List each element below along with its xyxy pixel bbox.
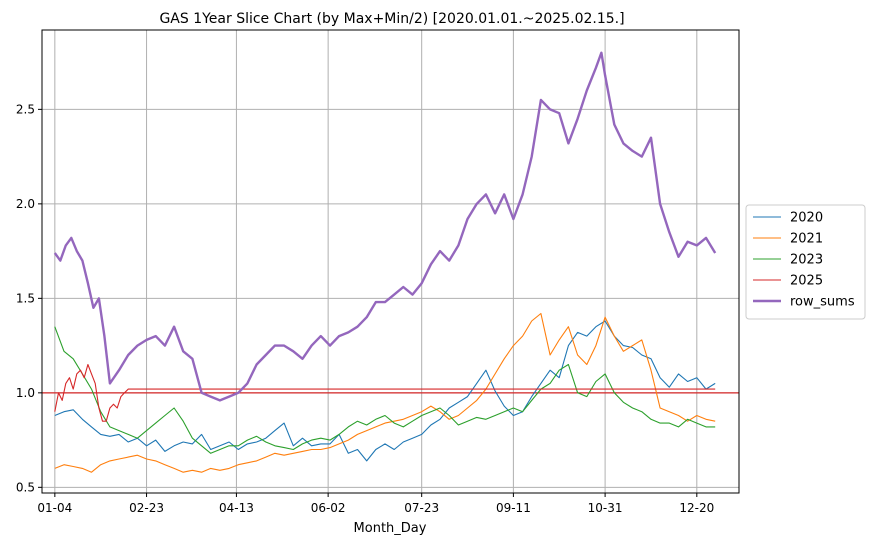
plot-frame bbox=[41, 29, 740, 494]
x-tick-label: 02-23 bbox=[129, 501, 164, 515]
y-tick-label: 0.5 bbox=[16, 480, 35, 494]
legend: 2020 2021 2023 2025 row_sums bbox=[745, 204, 866, 320]
x-tick-label: 12-20 bbox=[679, 501, 714, 515]
legend-label: 2020 bbox=[790, 211, 823, 226]
series-line-2020 bbox=[54, 320, 716, 462]
y-tick-label: 2.0 bbox=[16, 197, 35, 211]
x-axis-label: Month_Day bbox=[354, 521, 427, 536]
legend-frame bbox=[745, 204, 866, 320]
x-tick-label: 01-04 bbox=[37, 501, 72, 515]
x-tick-label: 10-31 bbox=[588, 501, 623, 515]
x-tick-label: 09-11 bbox=[496, 501, 531, 515]
legend-label: 2021 bbox=[790, 232, 823, 247]
series-line-row-sums bbox=[53, 51, 717, 402]
series-lines bbox=[53, 51, 717, 473]
legend-label: 2023 bbox=[790, 253, 823, 268]
x-tick-label: 06-02 bbox=[311, 501, 346, 515]
x-tick-label: 04-13 bbox=[219, 501, 254, 515]
y-axis-ticks: 0.5 1.0 1.5 2.0 2.5 bbox=[16, 102, 42, 494]
x-axis-ticks: 01-04 02-23 04-13 06-02 07-23 09-11 10-31 12-20 bbox=[37, 493, 714, 515]
series-line-2025 bbox=[54, 363, 716, 422]
legend-label: row_sums bbox=[790, 295, 855, 310]
series-line-2021 bbox=[54, 312, 716, 473]
y-tick-label: 1.5 bbox=[16, 291, 35, 305]
y-tick-label: 2.5 bbox=[16, 102, 35, 116]
legend-label: 2025 bbox=[790, 274, 823, 289]
chart-title: GAS 1Year Slice Chart (by Max+Min/2) [20… bbox=[159, 11, 624, 27]
grid bbox=[42, 30, 739, 493]
series-line-2023 bbox=[54, 326, 716, 454]
x-tick-label: 07-23 bbox=[404, 501, 439, 515]
y-tick-label: 1.0 bbox=[16, 386, 35, 400]
